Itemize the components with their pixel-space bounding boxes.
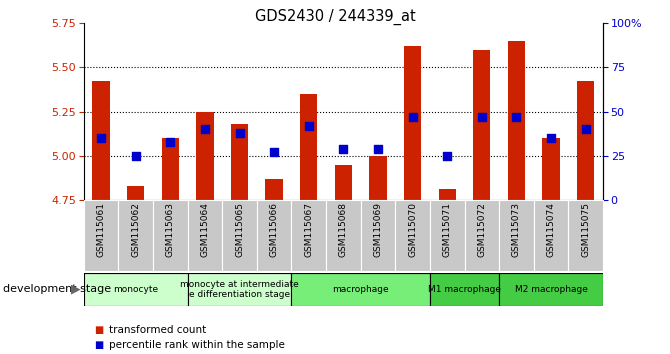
Bar xyxy=(300,94,318,200)
Text: M2 macrophage: M2 macrophage xyxy=(515,285,588,294)
Bar xyxy=(395,200,430,271)
Bar xyxy=(257,200,291,271)
Text: GSM115065: GSM115065 xyxy=(235,202,244,257)
Bar xyxy=(265,179,283,200)
Bar xyxy=(439,189,456,200)
Bar xyxy=(430,200,464,271)
Text: development stage: development stage xyxy=(3,284,111,295)
Text: GSM115066: GSM115066 xyxy=(269,202,279,257)
Text: macrophage: macrophage xyxy=(332,285,389,294)
Text: GSM115074: GSM115074 xyxy=(547,202,555,257)
Bar xyxy=(127,186,144,200)
Bar xyxy=(499,273,603,306)
Text: GSM115068: GSM115068 xyxy=(339,202,348,257)
Bar xyxy=(291,200,326,271)
Bar xyxy=(568,200,603,271)
Text: GDS2430 / 244339_at: GDS2430 / 244339_at xyxy=(255,9,415,25)
Text: GSM115073: GSM115073 xyxy=(512,202,521,257)
Text: GSM115062: GSM115062 xyxy=(131,202,140,257)
Bar xyxy=(430,273,499,306)
Bar xyxy=(291,273,430,306)
Text: GSM115064: GSM115064 xyxy=(200,202,210,257)
Bar xyxy=(335,165,352,200)
Point xyxy=(165,139,176,144)
Text: percentile rank within the sample: percentile rank within the sample xyxy=(109,340,285,350)
Bar xyxy=(543,138,559,200)
Text: ■: ■ xyxy=(94,340,103,350)
Point xyxy=(546,135,557,141)
Text: M1 macrophage: M1 macrophage xyxy=(428,285,501,294)
Bar xyxy=(577,81,594,200)
Text: GSM115072: GSM115072 xyxy=(477,202,486,257)
Point xyxy=(338,146,348,152)
Text: monocyte at intermediate
e differentiation stage: monocyte at intermediate e differentiati… xyxy=(180,280,299,299)
Point xyxy=(130,153,141,159)
Point xyxy=(442,153,453,159)
Point xyxy=(580,126,591,132)
Bar xyxy=(231,124,248,200)
Bar xyxy=(508,41,525,200)
Bar xyxy=(360,200,395,271)
Bar xyxy=(369,156,387,200)
Bar xyxy=(153,200,188,271)
Bar xyxy=(161,138,179,200)
Text: GSM115063: GSM115063 xyxy=(165,202,175,257)
Bar xyxy=(473,50,490,200)
Text: transformed count: transformed count xyxy=(109,325,206,335)
Bar xyxy=(196,112,214,200)
Point xyxy=(407,114,418,120)
Text: ■: ■ xyxy=(94,325,103,335)
Bar xyxy=(119,200,153,271)
Text: GSM115070: GSM115070 xyxy=(408,202,417,257)
Bar xyxy=(534,200,568,271)
Text: GSM115075: GSM115075 xyxy=(581,202,590,257)
Bar xyxy=(84,200,119,271)
Text: GSM115061: GSM115061 xyxy=(96,202,106,257)
Bar xyxy=(464,200,499,271)
Text: GSM115069: GSM115069 xyxy=(373,202,383,257)
Bar xyxy=(92,81,110,200)
Point xyxy=(511,114,522,120)
Bar xyxy=(188,200,222,271)
Point xyxy=(373,146,383,152)
Bar xyxy=(188,273,291,306)
Point xyxy=(476,114,487,120)
Point xyxy=(269,149,279,155)
Bar xyxy=(326,200,360,271)
Bar xyxy=(84,273,188,306)
Text: monocyte: monocyte xyxy=(113,285,158,294)
Bar xyxy=(222,200,257,271)
Text: GSM115067: GSM115067 xyxy=(304,202,314,257)
Bar xyxy=(499,200,534,271)
Text: GSM115071: GSM115071 xyxy=(443,202,452,257)
Point xyxy=(304,123,314,129)
Point xyxy=(200,126,210,132)
Text: ▶: ▶ xyxy=(71,283,80,296)
Bar xyxy=(404,46,421,200)
Point xyxy=(96,135,107,141)
Point xyxy=(234,130,245,136)
